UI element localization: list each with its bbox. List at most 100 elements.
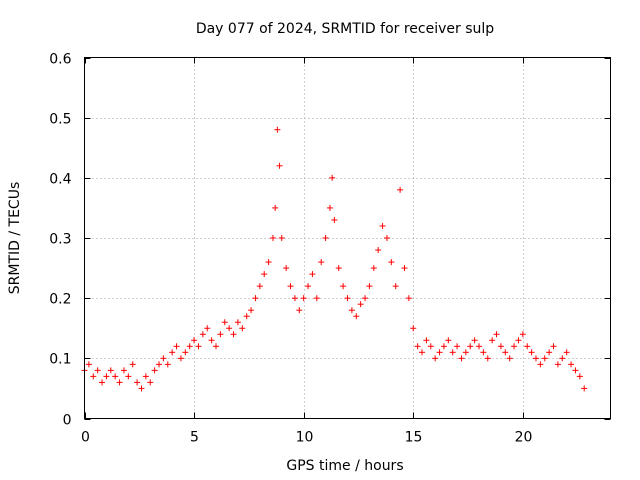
data-point <box>318 259 325 266</box>
data-point <box>397 186 404 193</box>
data-point <box>462 349 469 356</box>
data-point <box>427 343 434 350</box>
x-axis-label: GPS time / hours <box>286 458 403 474</box>
data-points <box>81 126 588 392</box>
x-tick-label: 15 <box>405 430 423 446</box>
grid-lines <box>84 57 611 419</box>
data-point <box>256 283 263 290</box>
data-point <box>326 204 333 211</box>
y-axis: 0 0.1 0.2 0.3 0.4 0.5 0.6 <box>49 52 611 429</box>
data-point <box>454 343 461 350</box>
data-point <box>563 349 570 356</box>
data-point <box>550 343 557 350</box>
data-point <box>568 361 575 368</box>
data-point <box>186 343 193 350</box>
data-point <box>296 307 303 314</box>
data-point <box>272 204 279 211</box>
data-point <box>204 325 211 332</box>
data-point <box>129 361 136 368</box>
data-point <box>379 222 386 229</box>
data-point <box>217 331 224 338</box>
data-point <box>142 373 149 380</box>
data-point <box>559 355 566 362</box>
data-point <box>348 307 355 314</box>
data-point <box>309 271 316 278</box>
data-point <box>476 343 482 350</box>
data-point <box>432 355 439 362</box>
data-point <box>287 283 294 290</box>
data-point <box>392 283 399 290</box>
data-point <box>440 343 447 350</box>
data-point <box>528 349 535 356</box>
x-tick-label: 5 <box>190 430 199 446</box>
data-point <box>546 349 553 356</box>
data-point <box>252 295 259 302</box>
data-point <box>519 331 526 338</box>
data-point <box>572 367 579 374</box>
data-point <box>541 355 548 362</box>
data-point <box>112 373 119 380</box>
data-point <box>138 385 145 392</box>
y-axis-label: SRMTID / TECUs <box>7 182 23 295</box>
data-point <box>208 337 215 344</box>
data-point <box>300 295 307 302</box>
data-point <box>182 349 189 356</box>
x-axis: 0 5 10 15 20 <box>81 57 532 446</box>
data-point <box>221 319 228 326</box>
data-point <box>199 331 206 338</box>
data-point <box>532 355 539 362</box>
data-point <box>375 247 382 254</box>
data-point <box>99 379 106 386</box>
data-point <box>436 349 443 356</box>
data-point <box>291 295 298 302</box>
data-point <box>120 367 127 374</box>
data-point <box>511 343 518 350</box>
data-point <box>506 355 513 362</box>
data-point <box>419 349 426 356</box>
data-point <box>276 162 283 169</box>
data-point <box>344 295 351 302</box>
data-point <box>261 271 268 278</box>
data-point <box>362 295 369 302</box>
data-point <box>147 379 154 386</box>
data-point <box>177 355 184 362</box>
data-point <box>103 373 110 380</box>
data-point <box>493 331 500 338</box>
data-point <box>484 355 491 362</box>
data-point <box>160 355 167 362</box>
data-point <box>331 216 338 223</box>
data-point <box>265 259 272 266</box>
plot-frame <box>84 57 611 419</box>
data-point <box>480 349 487 356</box>
data-point <box>423 337 430 344</box>
data-point <box>125 373 132 380</box>
data-point <box>313 295 320 302</box>
data-point <box>305 283 312 290</box>
y-tick-label: 0.6 <box>49 52 71 68</box>
data-point <box>195 343 202 350</box>
data-point <box>357 301 364 308</box>
data-point <box>213 343 219 350</box>
data-point <box>156 361 163 368</box>
data-point <box>502 349 509 356</box>
data-point <box>269 235 276 241</box>
data-point <box>410 325 417 332</box>
data-point <box>234 319 241 326</box>
data-point <box>191 337 198 344</box>
data-point <box>230 331 237 338</box>
chart-title: Day 077 of 2024, SRMTID for receiver sul… <box>196 21 494 37</box>
y-tick-label: 0.1 <box>49 352 71 368</box>
x-tick-label: 0 <box>81 430 90 446</box>
y-tick-label: 0 <box>63 413 72 429</box>
data-point <box>335 265 342 272</box>
y-tick-label: 0.4 <box>49 172 71 188</box>
data-point <box>134 379 141 386</box>
data-point <box>383 235 390 241</box>
y-tick-label: 0.3 <box>49 232 71 248</box>
data-point <box>388 259 395 266</box>
data-point <box>173 343 180 350</box>
data-point <box>274 126 281 133</box>
data-point <box>340 283 347 290</box>
data-point <box>243 313 250 320</box>
